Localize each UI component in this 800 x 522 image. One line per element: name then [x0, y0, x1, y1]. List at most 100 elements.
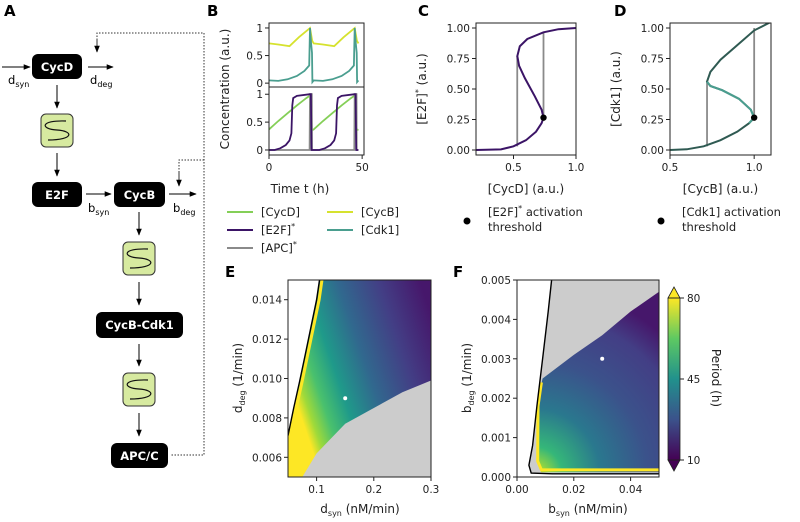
- b-xlabel: Time t (h): [270, 182, 330, 196]
- e-xtick-label: 0.1: [308, 484, 325, 496]
- b-ytick-label: 0.5: [246, 51, 263, 63]
- c-ytick-label: 0.00: [447, 145, 470, 157]
- panel-label-b: B: [207, 2, 218, 20]
- series-line-0: [269, 26, 360, 48]
- bdeg-label: bdeg: [173, 201, 195, 217]
- node-apc-label: APC/C: [120, 449, 158, 463]
- activation-threshold-point: [750, 114, 758, 121]
- b-ylabel: Concentration (a.u.): [218, 29, 232, 150]
- timecourse-plot-bottom: [269, 93, 359, 151]
- period-region: [537, 291, 659, 473]
- node-cycd-label: CycD: [41, 60, 73, 74]
- e-xtick-label: 0.3: [423, 484, 440, 496]
- activation-threshold-point: [540, 114, 547, 121]
- node-cycd: [32, 54, 82, 79]
- axes-frame: [268, 86, 365, 156]
- bsyn-label: bsyn: [88, 201, 109, 217]
- e-ytick-label: 0.012: [252, 334, 282, 346]
- colorbar-tick-label: 10: [687, 455, 700, 467]
- legend-label: [Cdk1] activation: [682, 205, 781, 219]
- bistable-switch-icon: [122, 241, 156, 276]
- e-period-heatmap: [288, 280, 431, 477]
- f-ylabel: bdeg (1/min): [460, 343, 476, 413]
- f-ytick-label: 0.002: [481, 393, 511, 405]
- high-period-edge: [289, 280, 324, 436]
- f-ytick-label: 0.001: [481, 433, 511, 445]
- oscillation-boundary-line: [288, 280, 321, 436]
- c-ytick-label: 0.50: [447, 84, 470, 96]
- c-xlabel: [CycD] (a.u.): [488, 182, 564, 196]
- c-ytick-label: 0.75: [447, 54, 470, 66]
- f-xtick-label: 0.00: [505, 484, 528, 496]
- b-ytick-label: 0: [256, 145, 263, 157]
- series-line-0: [269, 93, 359, 133]
- e-ytick-label: 0.008: [252, 413, 282, 425]
- e-xtick-label: 0.2: [365, 484, 382, 496]
- colorbar-label: Period (h): [709, 349, 723, 407]
- high-period-edge: [536, 382, 659, 472]
- c-ylabel: [E2F]* (a.u.): [414, 53, 429, 124]
- f-ytick-label: 0.004: [481, 314, 511, 326]
- panel-label-d: D: [614, 2, 626, 20]
- c-bifurcation-plot: [476, 27, 576, 151]
- d-ytick-label: 0.00: [641, 145, 664, 157]
- legend-threshold-marker: [463, 217, 471, 225]
- f-ytick-label: 0.003: [481, 354, 511, 366]
- legend-label: [CycD]: [261, 205, 300, 219]
- panel-label-c: C: [418, 2, 429, 20]
- panel-label-f: F: [453, 263, 463, 281]
- e-xlabel: dsyn (nM/min): [320, 502, 399, 518]
- node-cycb-cdk1-label: CycB-Cdk1: [105, 318, 174, 332]
- timecourse-plot-top: [269, 26, 360, 85]
- c-xtick-label: 0.5: [505, 162, 522, 174]
- d-ytick-label: 0.50: [641, 84, 664, 96]
- d-xtick-label: 1.0: [746, 162, 763, 174]
- colorbar-extend-min: [667, 459, 681, 472]
- b-xtick-label: 50: [355, 162, 368, 174]
- panel-label-e: E: [225, 263, 235, 281]
- e-ytick-label: 0.006: [252, 452, 282, 464]
- d-bifurcation-plot: [670, 23, 771, 151]
- f-period-heatmap: [528, 280, 659, 475]
- node-apc: [111, 443, 168, 468]
- series-line-2: [269, 93, 359, 151]
- panel-label-a: A: [4, 2, 16, 20]
- d-xlabel: [CycB] (a.u.): [683, 182, 758, 196]
- colorbar-tick-label: 45: [687, 374, 700, 386]
- f-ytick-label: 0.000: [481, 472, 511, 484]
- b-ytick-label: 0: [256, 78, 263, 90]
- node-e2f-label: E2F: [45, 188, 69, 202]
- non-oscillating-region: [302, 380, 431, 477]
- e-ytick-label: 0.010: [252, 374, 282, 386]
- b-ytick-label: 1: [256, 23, 263, 35]
- node-e2f: [32, 182, 82, 207]
- apc-feedback-dotted-line: [96, 32, 205, 456]
- d-ytick-label: 0.75: [641, 54, 664, 66]
- c-xtick-label: 1.0: [568, 162, 585, 174]
- b-ytick-label: 0.5: [246, 117, 263, 129]
- e-ylabel: ddeg (1/min): [231, 343, 247, 413]
- legend-label: [CycB]: [361, 205, 399, 219]
- ddeg-label: ddeg: [90, 73, 112, 89]
- oscillation-boundary-line: [528, 280, 659, 475]
- e-ytick-label: 0.014: [252, 295, 282, 307]
- c-ytick-label: 1.00: [447, 23, 470, 35]
- steady-state-curve: [670, 23, 771, 151]
- c-ytick-label: 0.25: [447, 114, 470, 126]
- f-xtick-label: 0.04: [619, 484, 643, 496]
- legend-threshold-marker: [657, 217, 665, 225]
- dsyn-label: dsyn: [8, 73, 29, 89]
- unstable-branch: [706, 81, 756, 124]
- legend-label-line2: threshold: [682, 220, 736, 234]
- legend-label: [E2F]*: [261, 222, 295, 237]
- d-ytick-label: 0.25: [641, 114, 664, 126]
- d-ytick-label: 1.00: [641, 23, 664, 35]
- d-xtick-label: 0.5: [662, 162, 679, 174]
- apc-feedback-dotted-branch: [178, 159, 204, 178]
- node-cycb-label: CycB: [124, 188, 156, 202]
- legend-label: [APC]*: [261, 240, 297, 255]
- colorbar-extend-max: [667, 286, 681, 299]
- b-ytick-label: 1: [256, 89, 263, 101]
- b-xtick-label: 0: [266, 162, 273, 174]
